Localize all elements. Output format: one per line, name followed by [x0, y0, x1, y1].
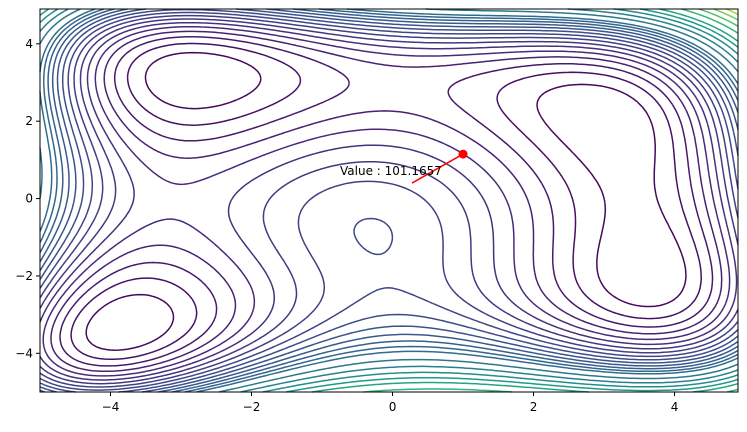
x-tick-label: −2 [243, 400, 261, 414]
y-tick-label: 2 [25, 114, 33, 128]
x-tick-label: 4 [671, 400, 679, 414]
contour-line [71, 44, 701, 360]
contour-line [40, 16, 738, 387]
contour-line [727, 9, 739, 14]
contour-line [714, 9, 738, 20]
contour-line [60, 37, 713, 366]
y-tick-label: 0 [25, 192, 33, 206]
contours [40, 9, 738, 392]
y-tick-label: 4 [25, 37, 33, 51]
contour-line [51, 31, 722, 371]
contour-line [86, 53, 686, 351]
y-tick-label: −2 [15, 269, 33, 283]
x-tick-label: −4 [102, 400, 120, 414]
y-tick-label: −4 [15, 346, 33, 360]
annotation-text: Value : 101.1657 [340, 164, 442, 178]
x-tick-label: 2 [530, 400, 538, 414]
annotation-point [459, 150, 468, 159]
x-tick-label: 0 [389, 400, 397, 414]
